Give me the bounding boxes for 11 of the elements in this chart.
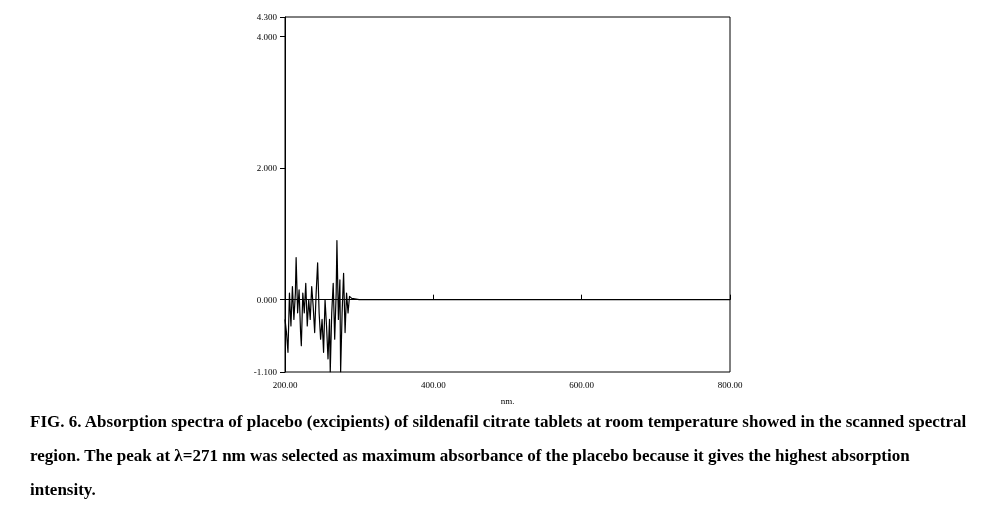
x-tick-label: 600.00 — [569, 379, 595, 390]
x-tick-label: 200.00 — [272, 379, 298, 390]
x-tick-label: 400.00 — [420, 379, 447, 390]
x-axis-title: nm. — [500, 395, 515, 406]
y-tick-label: 0.000 — [256, 294, 278, 305]
y-tick-label: -1.100 — [253, 367, 278, 377]
x-tick-label: 800.00 — [717, 379, 743, 390]
y-tick-label: 2.000 — [256, 163, 278, 174]
y-tick-label: 4.300 — [256, 12, 278, 22]
caption: FIG. 6. Absorption spectra of placebo (excipients) of sildenafil citrate tablets at room temperature showed in the scanned spectral region. The peak at λ=271 nm was selected as maximum absorbance of the placebo because it gives the highest absorption intensity. — [30, 411, 971, 499]
y-tick-label: 4.000 — [256, 31, 278, 42]
